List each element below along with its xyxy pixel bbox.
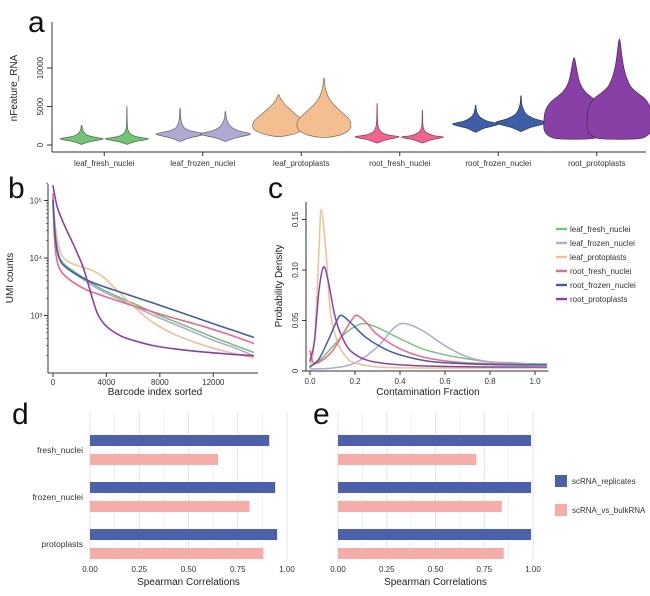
svg-text:leaf_fresh_nuclei: leaf_fresh_nuclei — [570, 225, 631, 234]
panel-b-umi-curve-chart: 10³ 10⁴ 10⁵ UMI counts 0 4000 8000 12000Barcode… — [5, 182, 258, 396]
svg-text:0: 0 — [291, 368, 300, 373]
panel-b-letter: b — [8, 172, 25, 205]
svg-text:0.6: 0.6 — [439, 377, 451, 386]
svg-text:0.00: 0.00 — [82, 565, 98, 574]
panel-e-spearman-bar-chart: 0.00 0.25 0.50 0.75 1.00 Spearman Correlation… — [330, 412, 646, 588]
panel-c-density-chart: 0 0.05 0.10 0.15 Probability Density 0.0 0.2 0.… — [274, 202, 636, 396]
svg-text:4000: 4000 — [98, 378, 116, 387]
svg-text:leaf_protoplasts: leaf_protoplasts — [273, 159, 329, 168]
svg-text:10⁴: 10⁴ — [30, 254, 43, 263]
svg-text:Contamination Fraction: Contamination Fraction — [376, 387, 479, 396]
svg-text:root_protoplasts: root_protoplasts — [570, 295, 627, 304]
svg-text:Spearman Correlations: Spearman Correlations — [384, 577, 487, 588]
svg-text:8000: 8000 — [151, 378, 169, 387]
panel-d-spearman-bar-chart: fresh_nuclei frozen_nuclei protoplasts 0.00… — [32, 412, 295, 588]
panel-c-letter: c — [268, 172, 283, 205]
svg-text:leaf_protoplasts: leaf_protoplasts — [570, 253, 626, 262]
panel-a-violin-chart: 0 5000 10000 nFeature_RNA leaf_fresh_nuclei l… — [9, 22, 650, 168]
svg-text:1.0: 1.0 — [529, 377, 541, 386]
svg-text:0.05: 0.05 — [291, 312, 300, 328]
panel-d-letter: d — [12, 398, 29, 431]
svg-text:scRNA_replicates: scRNA_replicates — [572, 477, 636, 486]
svg-text:fresh_nuclei: fresh_nuclei — [37, 445, 83, 455]
svg-text:0.75: 0.75 — [230, 565, 246, 574]
panel-a-letter: a — [28, 6, 45, 39]
svg-text:1.00: 1.00 — [279, 565, 295, 574]
svg-text:10³: 10³ — [30, 312, 42, 321]
svg-text:nFeature_RNA: nFeature_RNA — [9, 54, 20, 121]
svg-text:leaf_frozen_nuclei: leaf_frozen_nuclei — [570, 239, 635, 248]
svg-text:0.25: 0.25 — [131, 565, 147, 574]
svg-text:Probability Density: Probability Density — [274, 245, 285, 328]
svg-text:root_frozen_nuclei: root_frozen_nuclei — [465, 159, 531, 168]
svg-text:root_protoplasts: root_protoplasts — [568, 159, 625, 168]
svg-text:0: 0 — [36, 142, 45, 147]
svg-text:0.50: 0.50 — [181, 565, 197, 574]
svg-text:0.8: 0.8 — [484, 377, 496, 386]
svg-text:root_fresh_nuclei: root_fresh_nuclei — [570, 267, 632, 276]
svg-text:leaf_fresh_nuclei: leaf_fresh_nuclei — [74, 159, 135, 168]
svg-text:0.0: 0.0 — [304, 377, 316, 386]
svg-text:12000: 12000 — [202, 378, 225, 387]
svg-text:UMI counts: UMI counts — [5, 253, 16, 304]
svg-text:frozen_nuclei: frozen_nuclei — [32, 492, 83, 502]
svg-text:Barcode index sorted: Barcode index sorted — [108, 387, 203, 396]
svg-text:root_fresh_nuclei: root_fresh_nuclei — [369, 159, 431, 168]
svg-text:0: 0 — [51, 378, 56, 387]
svg-text:0.00: 0.00 — [330, 565, 346, 574]
svg-text:0.75: 0.75 — [476, 565, 492, 574]
svg-text:leaf_frozen_nuclei: leaf_frozen_nuclei — [170, 159, 235, 168]
svg-text:0.25: 0.25 — [379, 565, 395, 574]
svg-text:10000: 10000 — [36, 56, 45, 79]
svg-text:0.10: 0.10 — [291, 262, 300, 278]
svg-text:0.50: 0.50 — [428, 565, 444, 574]
svg-text:Spearman Correlations: Spearman Correlations — [137, 577, 240, 588]
svg-text:0.15: 0.15 — [291, 211, 300, 227]
svg-text:0.4: 0.4 — [394, 377, 406, 386]
svg-text:10⁵: 10⁵ — [30, 197, 42, 206]
svg-text:root_frozen_nuclei: root_frozen_nuclei — [570, 281, 636, 290]
svg-text:0.2: 0.2 — [349, 377, 361, 386]
svg-text:1.00: 1.00 — [525, 565, 541, 574]
panel-e-letter: e — [313, 398, 330, 431]
svg-text:5000: 5000 — [36, 97, 45, 115]
svg-text:scRNA_vs_bulkRNA: scRNA_vs_bulkRNA — [572, 506, 646, 515]
svg-text:protoplasts: protoplasts — [41, 539, 83, 549]
